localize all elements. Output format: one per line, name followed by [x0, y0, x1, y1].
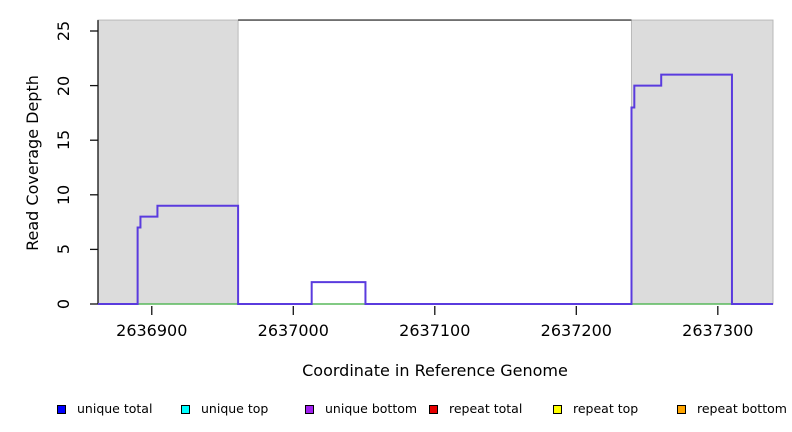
x-tick-label: 2636900: [116, 321, 188, 340]
legend-swatch: [429, 404, 438, 414]
y-tick-label: 20: [54, 75, 73, 96]
legend-item: unique top: [181, 402, 268, 416]
legend-swatch: [305, 404, 314, 414]
legend-label: repeat bottom: [697, 400, 787, 416]
y-axis-title: Read Coverage Depth: [23, 75, 42, 251]
legend-item: unique bottom: [305, 402, 417, 416]
x-tick-label: 2637200: [540, 321, 612, 340]
legend-item: repeat bottom: [677, 402, 787, 416]
y-tick-label: 5: [54, 244, 73, 255]
series-unique-bottom-coverage: [98, 73, 773, 305]
legend-label: unique top: [201, 400, 269, 416]
x-axis-title: Coordinate in Reference Genome: [302, 361, 568, 380]
x-tick-label: 2637000: [257, 321, 329, 340]
y-tick-label: 15: [54, 130, 73, 151]
legend-label: unique total: [77, 400, 153, 416]
y-tick-label: 0: [54, 298, 73, 310]
legend-label: repeat top: [573, 400, 639, 416]
shaded-region: [97, 19, 239, 305]
legend-label: unique bottom: [325, 400, 418, 416]
legend-item: repeat top: [553, 402, 638, 416]
y-tick-label: 10: [54, 184, 73, 205]
legend-swatch: [553, 404, 562, 414]
x-tick-label: 2637300: [682, 321, 754, 340]
shaded-region: [630, 19, 774, 305]
legend-swatch: [181, 404, 190, 414]
legend-item: unique total: [57, 402, 152, 416]
x-tick-label: 2637100: [399, 321, 471, 340]
legend-item: repeat total: [429, 402, 522, 416]
legend-label: repeat total: [449, 400, 523, 416]
legend-swatch: [57, 404, 66, 414]
legend-swatch: [677, 404, 686, 414]
y-tick-label: 25: [54, 20, 73, 42]
